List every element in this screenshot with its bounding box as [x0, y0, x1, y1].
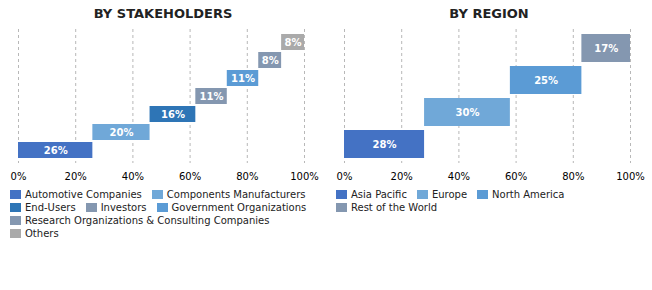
svg-text:40%: 40%	[448, 171, 470, 182]
svg-text:60%: 60%	[179, 171, 201, 182]
html-text:North America: North America	[492, 189, 565, 200]
html-text:Automotive Companies: Automotive Companies	[25, 189, 142, 200]
html-text:BY STAKEHOLDERS: BY STAKEHOLDERS	[93, 6, 233, 21]
svg-text:80%: 80%	[236, 171, 258, 182]
html-text:Others: Others	[25, 228, 59, 239]
html-text:Government Organizations: Government Organizations	[171, 202, 307, 213]
svg-text:0%: 0%	[337, 171, 353, 182]
svg-text:30%: 30%	[456, 107, 480, 118]
html-text:Europe: Europe	[431, 189, 468, 200]
html-text:Rest of the World: Rest of the World	[351, 202, 437, 213]
svg-text:16%: 16%	[161, 109, 185, 120]
svg-text:20%: 20%	[65, 171, 87, 182]
svg-text:25%: 25%	[534, 75, 558, 86]
html-text:End-Users: End-Users	[25, 202, 76, 213]
svg-text:60%: 60%	[505, 171, 527, 182]
svg-text:80%: 80%	[562, 171, 584, 182]
html-text:Investors: Investors	[100, 202, 147, 213]
svg-text:8%: 8%	[285, 37, 302, 48]
html-text:Research Organizations & Consu: Research Organizations & Consulting Comp…	[25, 215, 270, 226]
svg-text:0%: 0%	[11, 171, 27, 182]
svg-text:11%: 11%	[231, 73, 255, 84]
svg-text:11%: 11%	[200, 91, 224, 102]
svg-text:8%: 8%	[262, 55, 279, 66]
svg-text:100%: 100%	[290, 171, 319, 182]
svg-text:20%: 20%	[109, 127, 133, 138]
html-text:Asia Pacific: Asia Pacific	[351, 189, 407, 200]
svg-text:28%: 28%	[373, 139, 397, 150]
svg-text:17%: 17%	[594, 43, 618, 54]
svg-text:26%: 26%	[44, 145, 68, 156]
svg-text:20%: 20%	[391, 171, 413, 182]
svg-text:100%: 100%	[616, 171, 645, 182]
svg-text:40%: 40%	[122, 171, 144, 182]
html-text:Components Manufacturers: Components Manufacturers	[166, 189, 306, 200]
html-text:BY REGION: BY REGION	[449, 6, 529, 21]
